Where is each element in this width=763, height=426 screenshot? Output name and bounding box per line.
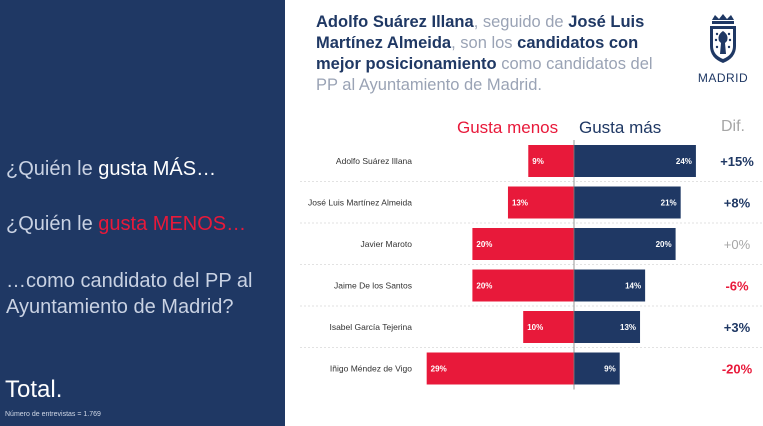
difference-value: +3% — [724, 320, 751, 335]
bar-label-likes-more: 20% — [656, 240, 672, 249]
bar-likes-more — [574, 186, 681, 219]
bar-likes-less — [426, 352, 574, 385]
bar-label-likes-less: 20% — [476, 282, 492, 291]
question-likes-more: ¿Quién le gusta MÁS… — [6, 158, 217, 180]
bar-likes-less — [523, 311, 574, 343]
category-label: Javier Maroto — [361, 239, 413, 249]
bar-label-likes-less: 9% — [532, 157, 544, 166]
madrid-logo: MADRID — [694, 14, 752, 85]
logo-text: MADRID — [697, 71, 749, 85]
category-label: Jaime De los Santos — [334, 281, 412, 291]
bar-likes-more — [574, 145, 696, 177]
bar-label-likes-less: 13% — [512, 199, 528, 208]
difference-value: +15% — [720, 154, 754, 169]
question-likes-less: ¿Quién le gusta MENOS… — [6, 213, 247, 235]
bar-likes-less — [507, 186, 574, 219]
header-likes-less: Gusta menos — [457, 118, 559, 137]
bar-label-likes-more: 21% — [661, 199, 677, 208]
headline: Adolfo Suárez Illana, seguido de José Lu… — [316, 13, 653, 94]
bar-likes-more — [574, 311, 641, 343]
category-label: Iñigo Méndez de Vigo — [330, 364, 412, 374]
difference-value: -6% — [725, 279, 749, 294]
bar-label-likes-less: 20% — [476, 240, 492, 249]
sample-size-note: Número de entrevistas = 1.769 — [5, 411, 101, 418]
question-context: …como candidato del PP al Ayuntamiento d… — [6, 270, 253, 318]
bar-likes-more — [574, 228, 676, 260]
bar-likes-more — [574, 269, 646, 302]
difference-value: +8% — [724, 196, 751, 211]
bar-likes-less — [528, 145, 574, 177]
bar-label-likes-more: 13% — [620, 323, 636, 332]
bar-label-likes-more: 14% — [625, 282, 641, 291]
total-label: Total. — [5, 376, 63, 403]
bar-likes-more — [574, 352, 620, 385]
bar-likes-less — [472, 228, 574, 260]
bar-likes-less — [472, 269, 574, 302]
bar-label-likes-more: 24% — [676, 157, 692, 166]
bar-label-likes-less: 29% — [431, 365, 447, 374]
madrid-coat-of-arms-icon — [710, 14, 736, 63]
category-label: José Luis Martínez Almeida — [308, 198, 412, 208]
category-label: Adolfo Suárez Illana — [336, 156, 412, 166]
category-label: Isabel García Tejerina — [329, 322, 412, 332]
left-panel: ¿Quién le gusta MÁS… ¿Quién le gusta MEN… — [0, 0, 285, 426]
header-likes-more: Gusta más — [579, 118, 662, 137]
difference-value: -20% — [722, 362, 753, 377]
bar-label-likes-less: 10% — [527, 323, 543, 332]
header-difference: Dif. — [721, 118, 745, 135]
difference-value: +0% — [724, 237, 751, 252]
bar-label-likes-more: 9% — [604, 365, 616, 374]
